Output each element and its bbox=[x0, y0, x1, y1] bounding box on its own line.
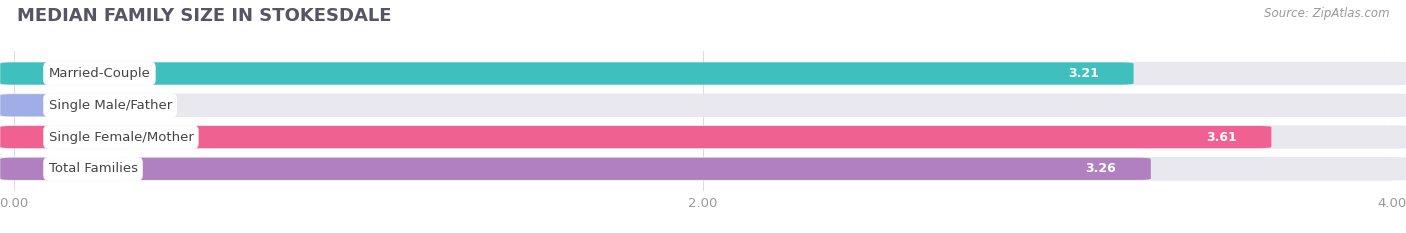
Text: Total Families: Total Families bbox=[48, 162, 138, 175]
Text: Single Male/Father: Single Male/Father bbox=[48, 99, 172, 112]
FancyBboxPatch shape bbox=[0, 62, 1133, 85]
Text: Source: ZipAtlas.com: Source: ZipAtlas.com bbox=[1264, 7, 1389, 20]
Text: 0.00: 0.00 bbox=[90, 99, 121, 112]
FancyBboxPatch shape bbox=[0, 125, 1406, 149]
FancyBboxPatch shape bbox=[0, 93, 1406, 117]
Text: 3.26: 3.26 bbox=[1085, 162, 1116, 175]
FancyBboxPatch shape bbox=[0, 158, 1150, 180]
FancyBboxPatch shape bbox=[0, 62, 1406, 85]
Text: Married-Couple: Married-Couple bbox=[48, 67, 150, 80]
Text: Single Female/Mother: Single Female/Mother bbox=[48, 130, 194, 144]
Text: 3.61: 3.61 bbox=[1206, 130, 1237, 144]
Text: MEDIAN FAMILY SIZE IN STOKESDALE: MEDIAN FAMILY SIZE IN STOKESDALE bbox=[17, 7, 391, 25]
Text: 3.21: 3.21 bbox=[1069, 67, 1099, 80]
FancyBboxPatch shape bbox=[0, 157, 1406, 181]
FancyBboxPatch shape bbox=[0, 126, 1271, 148]
FancyBboxPatch shape bbox=[0, 94, 69, 116]
